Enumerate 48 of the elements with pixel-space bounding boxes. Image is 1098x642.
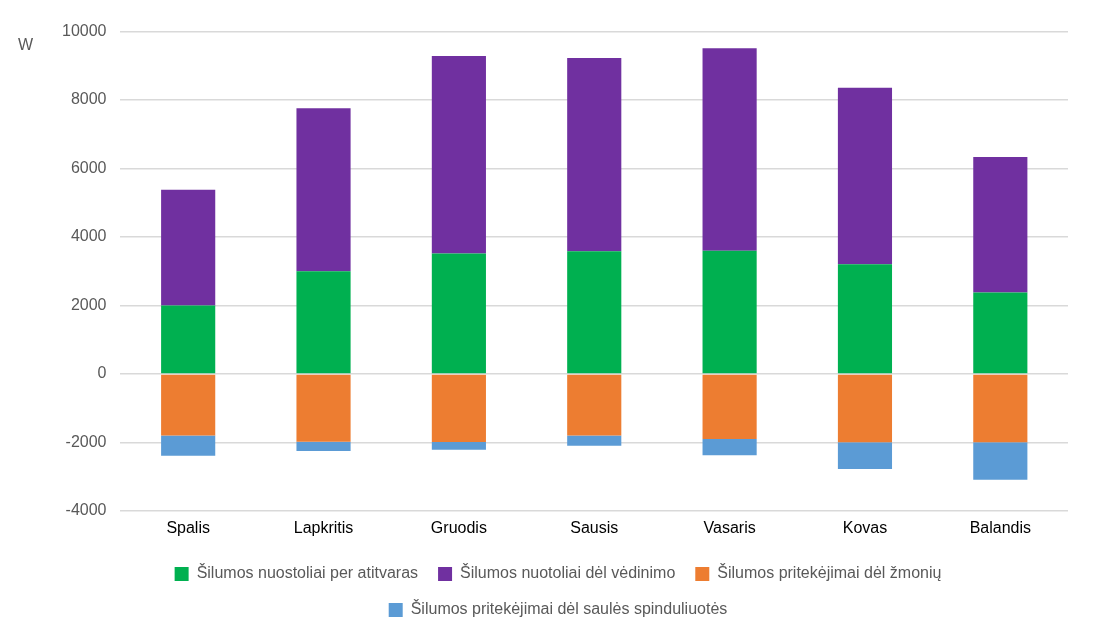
legend-label: Šilumos pritekėjimai dėl saulės spinduliuotės [410,599,728,618]
bar [702,438,757,456]
y-tick-label: 6000 [70,158,107,176]
x-tick-label: Spalis [166,518,210,536]
y-tick-label: 2000 [70,295,107,313]
bar [161,435,216,456]
bar [296,108,351,272]
bar [702,250,757,374]
bar [296,374,351,442]
x-tick-label: Gruodis [430,518,487,536]
x-tick-label: Sausis [570,518,619,536]
bar [431,55,486,254]
x-tick-label: Lapkritis [293,518,354,536]
bar [973,292,1028,374]
bar [837,442,893,470]
x-tick-label: Vasaris [703,518,756,536]
bar [837,374,893,443]
y-tick-label: -2000 [65,432,107,450]
bar [161,189,216,306]
y-tick-label: 0 [97,364,107,382]
bar [296,441,351,451]
bar [161,305,216,374]
legend-label: Šilumos nuotoliai dėl vėdinimo [460,563,676,582]
x-tick-label: Balandis [969,518,1032,536]
bar [837,87,893,265]
bar [567,251,622,374]
bar [431,374,486,442]
y-tick-label: 8000 [70,90,107,108]
bar [431,253,486,374]
bar [567,435,622,446]
legend-label: Šilumos pritekėjimai dėl žmonių [717,563,942,582]
bar [296,271,351,374]
y-tick-label: 4000 [70,227,107,245]
bar [702,374,757,439]
bar [161,374,216,436]
bar [702,48,757,251]
bar [973,442,1028,480]
y-tick-label: -4000 [65,501,107,519]
x-tick-label: Kovas [842,518,888,536]
legend-label: Šilumos nuostoliai per atitvaras [196,563,419,582]
bar [973,156,1028,293]
bar [431,442,486,450]
y-tick-label: 10000 [61,22,107,40]
bar [837,264,893,374]
y-axis-title: W [18,36,34,54]
bar [567,374,622,436]
bar [567,57,622,252]
bar [973,374,1028,443]
